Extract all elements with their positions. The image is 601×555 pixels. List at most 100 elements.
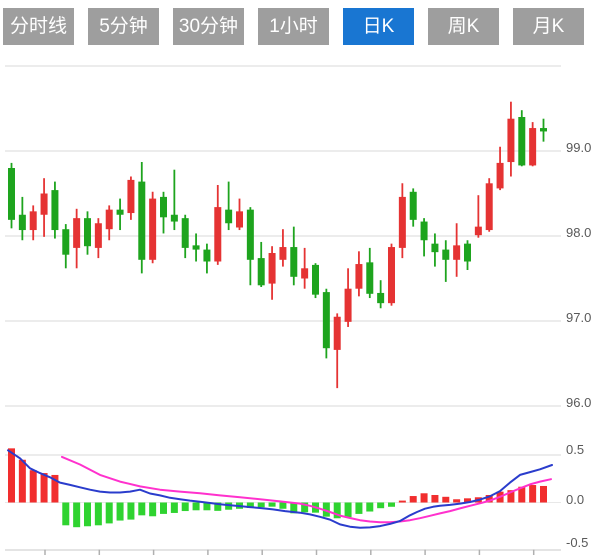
candle-body-up [279,247,287,260]
candle-body-up [398,196,406,248]
macd-bar-down [127,502,135,520]
macd-bar-up [539,485,547,503]
candle-body-up [355,264,363,289]
macd-y-axis-label: 0.0 [566,492,584,507]
candle-body-up [485,183,493,231]
candle-body-down [377,292,385,304]
macd-bar-up [507,490,515,503]
price-y-axis-label: 97.0 [566,310,591,325]
tab-timeline[interactable]: 分时线 [3,8,74,45]
candle-body-down [62,229,70,255]
candle-body-up [344,288,352,322]
candle-body-down [192,245,200,250]
candle-body-down [8,168,15,220]
macd-bar-down [366,502,374,512]
macd-bar-down [290,502,298,514]
candle-body-down [170,214,178,222]
candle-body-down [246,209,254,260]
candle-body-up [474,226,482,236]
tab-1hour[interactable]: 1小时 [258,8,329,45]
macd-bar-down [257,502,265,508]
macd-bar-down [192,502,200,511]
macd-bar-down [138,502,146,516]
macd-bar-down [322,502,330,517]
candle-body-up [214,207,222,262]
macd-bar-up [518,486,526,503]
candle-body-down [442,249,450,260]
macd-bar-down [203,502,211,511]
macd-bar-down [181,502,189,512]
macd-bar-down [159,502,167,514]
macd-y-axis-label: 0.5 [566,442,584,457]
price-y-axis-label: 99.0 [566,140,591,155]
macd-bar-down [246,502,254,509]
tab-daily-k[interactable]: 日K [343,8,414,45]
macd-bar-down [301,502,309,513]
tab-5min[interactable]: 5分钟 [88,8,159,45]
macd-bar-down [116,502,124,521]
candle-body-down [431,243,439,253]
macd-bar-down [149,502,157,517]
candle-body-up [496,162,504,189]
macd-bar-up [8,448,15,503]
price-y-axis-label: 98.0 [566,225,591,240]
candle-body-down [322,292,330,349]
candle-body-up [268,253,276,284]
candle-body-down [257,258,265,286]
candle-body-down [290,247,298,277]
candle-body-up [29,211,37,231]
macd-bar-down [170,502,178,513]
macd-bar-down [62,502,70,526]
macd-bar-up [529,485,537,503]
macd-y-axis-label: -0.5 [566,535,588,550]
macd-bar-up [463,498,471,503]
macd-bar-up [420,493,428,503]
candle-body-down [18,214,26,231]
candle-body-up [453,245,461,260]
candle-body-down [51,190,59,231]
price-y-axis-label: 96.0 [566,395,591,410]
macd-bar-down [333,502,341,519]
candle-body-up [94,223,102,248]
macd-bar-down [73,502,81,528]
candle-body-down [420,221,428,241]
macd-bar-down [268,502,276,507]
candle-body-down [181,218,189,248]
macd-bar-down [344,502,352,518]
dea-line [61,455,552,524]
tab-monthly-k[interactable]: 月K [513,8,584,45]
macd-bar-down [225,502,233,510]
candle-body-up [387,247,395,304]
macd-bar-down [377,502,385,509]
macd-bar-up [453,499,461,503]
macd-bar-up [442,496,450,503]
candle-body-up [333,316,341,350]
candle-body-up [40,193,48,215]
macd-bar-up [51,474,59,503]
macd-bar-down [279,502,287,509]
macd-bar-up [40,473,48,503]
candle-body-up [73,218,81,248]
candle-body-down [159,196,167,218]
candle-body-up [507,118,515,163]
tab-30min[interactable]: 30分钟 [173,8,244,45]
candle-body-down [409,191,417,220]
candle-body-down [463,243,471,262]
candle-body-down [366,262,374,294]
candle-body-up [301,268,309,279]
candle-body-down [138,181,146,260]
macd-bar-up [409,496,417,503]
macd-bar-up [431,494,439,503]
candle-body-down [311,264,319,295]
macd-bar-down [355,502,363,514]
candle-body-down [203,249,211,262]
macd-bar-down [387,502,395,507]
candle-body-down [116,209,124,215]
macd-bar-down [94,502,102,526]
tab-weekly-k[interactable]: 周K [428,8,499,45]
candle-body-up [105,209,113,230]
candle-body-down [225,209,233,224]
macd-bar-up [485,494,493,503]
candle-body-up [235,211,243,228]
